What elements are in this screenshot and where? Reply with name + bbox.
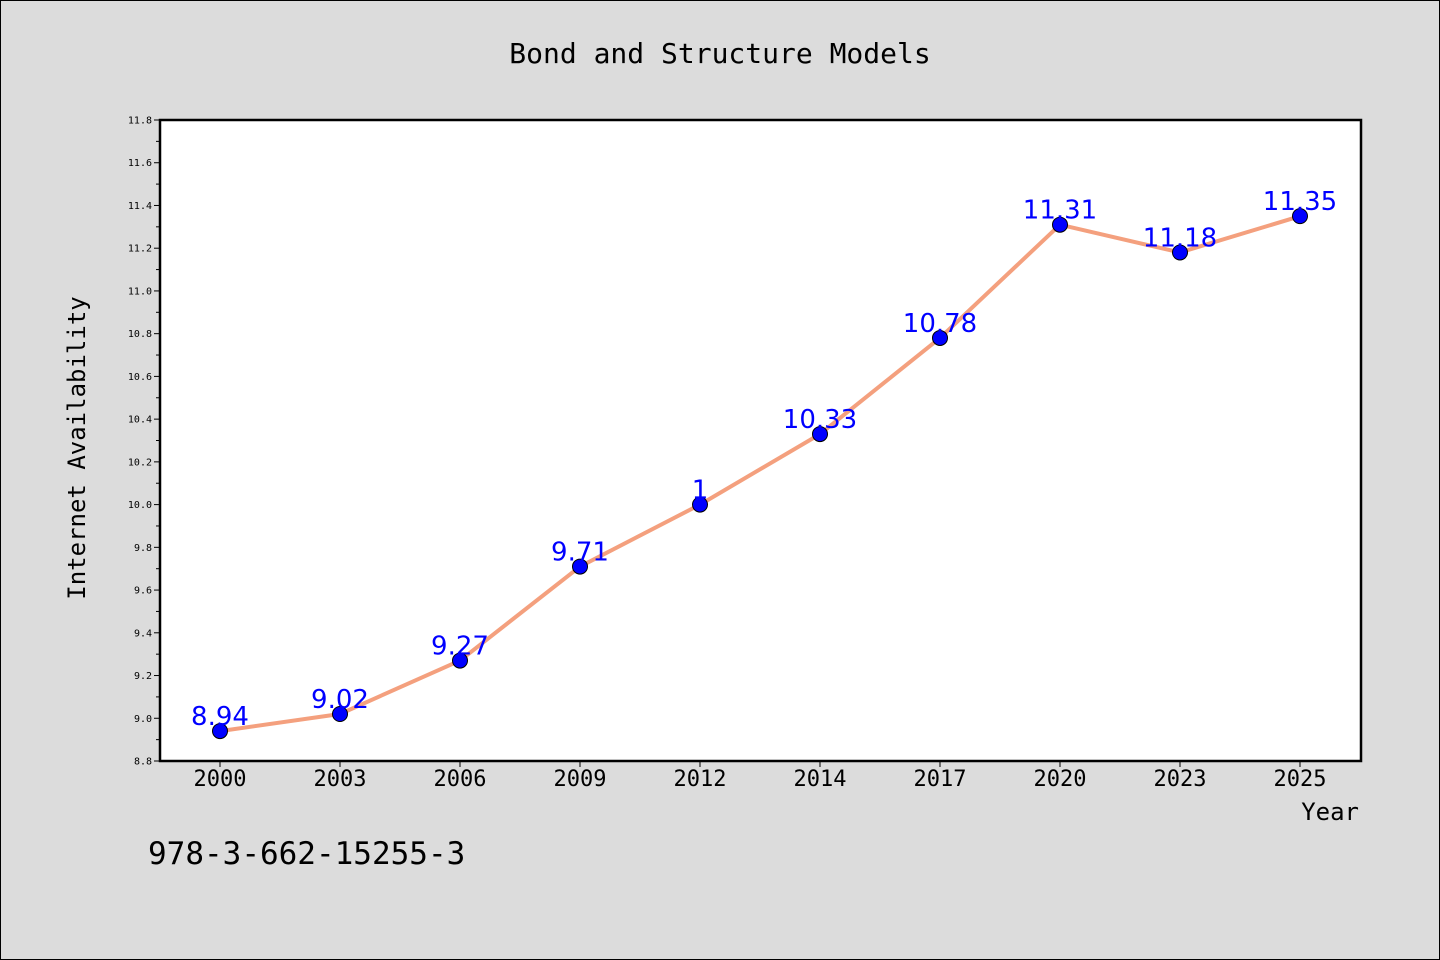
data-label: 9.02	[311, 685, 369, 715]
y-tick-label: 10.0	[128, 500, 152, 511]
x-tick-label: 2003	[314, 767, 367, 792]
x-tick-label: 2020	[1034, 767, 1087, 792]
y-tick-label: 9.8	[134, 543, 152, 554]
x-tick-label: 2023	[1154, 767, 1207, 792]
data-label: 1	[692, 476, 709, 506]
data-label: 8.94	[191, 702, 249, 732]
y-tick-label: 11.4	[128, 201, 152, 212]
y-tick-label: 8.8	[134, 757, 152, 768]
data-point	[1292, 208, 1308, 225]
data-label: 11.35	[1263, 187, 1337, 217]
x-tick-label: 2006	[434, 767, 487, 792]
series-group: 8.94 9.02 9.27 9.71 1 10.33 10.78 11.31 11.18 11.…	[191, 187, 1337, 740]
x-axis: 2000 2003 2006 2009 2012 2014 2017 2020 2023 2025	[194, 761, 1327, 792]
y-tick-label: 9.2	[134, 671, 152, 682]
data-point	[1052, 216, 1068, 233]
data-point	[332, 705, 348, 722]
y-tick-label: 9.0	[134, 714, 152, 725]
y-tick-label: 10.8	[128, 329, 152, 340]
data-point	[812, 426, 828, 443]
chart-title: Bond and Structure Models	[509, 37, 930, 70]
y-tick-label: 9.4	[134, 628, 152, 639]
data-label: 11.18	[1143, 223, 1217, 253]
data-point	[212, 723, 228, 740]
data-label: 9.27	[431, 632, 489, 662]
data-label: 11.31	[1023, 196, 1097, 226]
y-tick-label: 10.4	[128, 415, 152, 426]
y-axis-label: Internet Availability	[63, 296, 91, 599]
x-tick-label: 2000	[194, 767, 247, 792]
series-line	[219, 214, 1301, 734]
data-point	[1172, 244, 1188, 261]
data-label: 9.71	[551, 538, 609, 568]
footnote: 978-3-662-15255-3	[148, 836, 465, 872]
x-axis-label: Year	[1301, 798, 1359, 826]
plot-area	[158, 118, 1363, 763]
data-label: 10.78	[903, 309, 977, 339]
y-axis: 8.8 9.0 9.2 9.4 9.6 9.8 10.0 10.2 10.4 10.6 10.8 11…	[128, 116, 160, 768]
y-tick-label: 11.2	[128, 244, 152, 255]
x-tick-label: 2017	[914, 767, 967, 792]
x-tick-label: 2012	[674, 767, 727, 792]
data-point	[452, 652, 468, 669]
y-tick-label: 10.2	[128, 457, 152, 468]
x-tick-label: 2025	[1274, 767, 1327, 792]
y-tick-label: 10.6	[128, 372, 152, 383]
y-tick-label: 11.0	[128, 286, 152, 297]
y-tick-label: 11.8	[128, 116, 152, 127]
y-tick-label: 11.6	[128, 158, 152, 169]
y-tick-label: 9.6	[134, 586, 152, 597]
data-label: 10.33	[783, 405, 857, 435]
data-point	[572, 558, 588, 575]
x-tick-label: 2014	[794, 767, 847, 792]
x-tick-label: 2009	[554, 767, 607, 792]
data-point	[692, 496, 708, 513]
data-point	[932, 329, 948, 346]
